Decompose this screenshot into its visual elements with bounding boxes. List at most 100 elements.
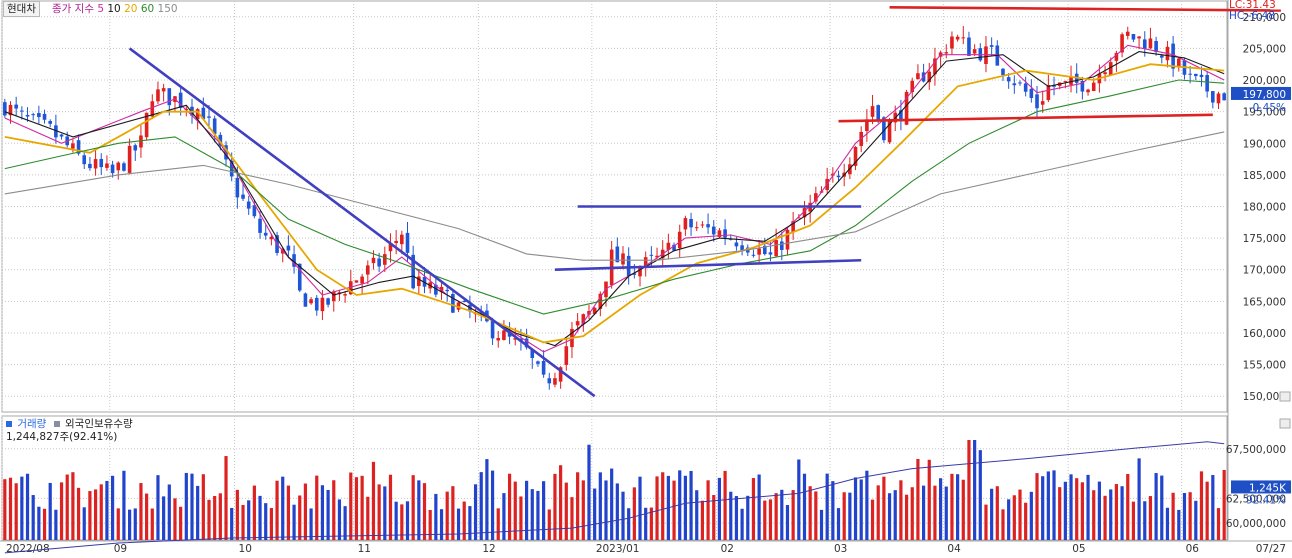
volume-bar	[1024, 502, 1028, 540]
last-price-box	[1231, 86, 1291, 100]
volume-bar	[1171, 492, 1175, 540]
candle-body	[1205, 75, 1209, 92]
volume-bar	[1052, 470, 1056, 540]
candle-body	[831, 173, 835, 176]
volume-bar	[99, 484, 103, 540]
volume-panel	[1, 415, 1228, 541]
candle-body	[740, 245, 744, 251]
volume-bar	[1137, 458, 1141, 540]
stock-name-box[interactable]: 현대차	[3, 1, 40, 17]
volume-bar	[1194, 500, 1198, 540]
volume-bar	[712, 495, 716, 540]
candle-body	[59, 134, 64, 137]
last-volume-label: 1,245K	[1249, 482, 1287, 494]
volume-bar	[746, 495, 750, 540]
volume-bar	[644, 507, 648, 540]
volume-bar	[1046, 471, 1050, 540]
volume-bar	[1114, 484, 1119, 540]
volume-bar	[848, 492, 852, 540]
volume-bar	[201, 474, 205, 540]
volume-bar	[264, 503, 268, 540]
candle-body	[882, 117, 886, 141]
candle-body	[944, 52, 949, 54]
x-tick-label: 10	[239, 543, 252, 555]
candle-body	[1216, 93, 1221, 104]
volume-bar	[950, 473, 954, 540]
volume-bar	[156, 475, 160, 540]
candle-body	[1188, 73, 1192, 75]
volume-bar	[184, 472, 188, 540]
volume-bar	[354, 477, 359, 540]
candle-body	[1063, 81, 1068, 83]
ma-60-label: 60	[140, 3, 155, 15]
candle-body	[405, 232, 410, 253]
candle-body	[258, 218, 262, 233]
price-tick-label: 165,000	[1243, 296, 1286, 308]
volume-bar	[502, 493, 506, 540]
price-tick-label: 195,000	[1243, 107, 1286, 119]
volume-bar	[882, 476, 886, 540]
volume-bar	[638, 476, 642, 540]
candle-body	[445, 289, 449, 292]
volume-bar	[343, 506, 347, 540]
x-tick-label: 05	[1072, 543, 1085, 555]
volume-bar	[836, 508, 841, 540]
candle-body	[1125, 31, 1130, 36]
volume-bar	[1041, 476, 1045, 540]
volume-bar	[59, 482, 64, 540]
price-tick-label: 175,000	[1243, 233, 1286, 245]
volume-bar	[831, 481, 835, 540]
candle-body	[1086, 89, 1090, 93]
foreign-holdings-line	[4, 441, 1225, 554]
volume-bar	[808, 486, 812, 540]
candle-body	[139, 135, 143, 148]
volume-bar	[876, 485, 880, 540]
volume-bar	[802, 473, 807, 540]
volume-bar	[65, 474, 69, 540]
volume-bar	[286, 485, 291, 540]
volume-bar	[71, 472, 75, 540]
candle-body	[870, 106, 875, 117]
volume-bar	[695, 490, 699, 540]
candle-body	[31, 114, 35, 116]
volume-bar	[207, 499, 211, 540]
candle-body	[1159, 55, 1164, 58]
ma-legend: 종가 지수 5 10 20 60 150	[52, 2, 178, 16]
volume-bar	[859, 479, 863, 540]
candle-body	[1006, 77, 1011, 82]
volume-bar	[1126, 473, 1130, 540]
volume-bar	[434, 493, 438, 540]
volume-bar	[621, 491, 625, 540]
volume-bar	[31, 495, 35, 540]
candle-body	[700, 224, 705, 226]
volume-bar	[553, 473, 557, 540]
volume-bar	[689, 470, 693, 540]
candle-body	[785, 229, 790, 250]
volume-bar	[167, 484, 171, 540]
volume-bar	[547, 509, 551, 540]
volume-bar	[332, 480, 336, 540]
volume-bar	[451, 486, 455, 540]
candle-body	[371, 257, 376, 264]
candle-body	[558, 367, 563, 382]
candle-body	[127, 145, 132, 173]
candle-body	[292, 254, 296, 267]
volume-bar	[904, 494, 909, 540]
volume-bar	[241, 504, 245, 540]
volume-bar	[473, 484, 478, 540]
candle-body	[916, 73, 920, 80]
candle-body	[365, 265, 370, 275]
volume-bar	[133, 508, 137, 540]
candle-body	[677, 231, 682, 249]
candle-body	[689, 218, 693, 228]
volume-bar	[394, 501, 398, 540]
candle-body	[643, 257, 648, 267]
volume-bar	[1109, 489, 1113, 540]
price-tick-label: 205,000	[1243, 43, 1286, 55]
volume-bar	[1018, 489, 1022, 540]
volume-bar	[615, 483, 619, 540]
candle-body	[575, 321, 580, 326]
candle-body	[201, 107, 206, 120]
candle-body	[632, 273, 637, 275]
